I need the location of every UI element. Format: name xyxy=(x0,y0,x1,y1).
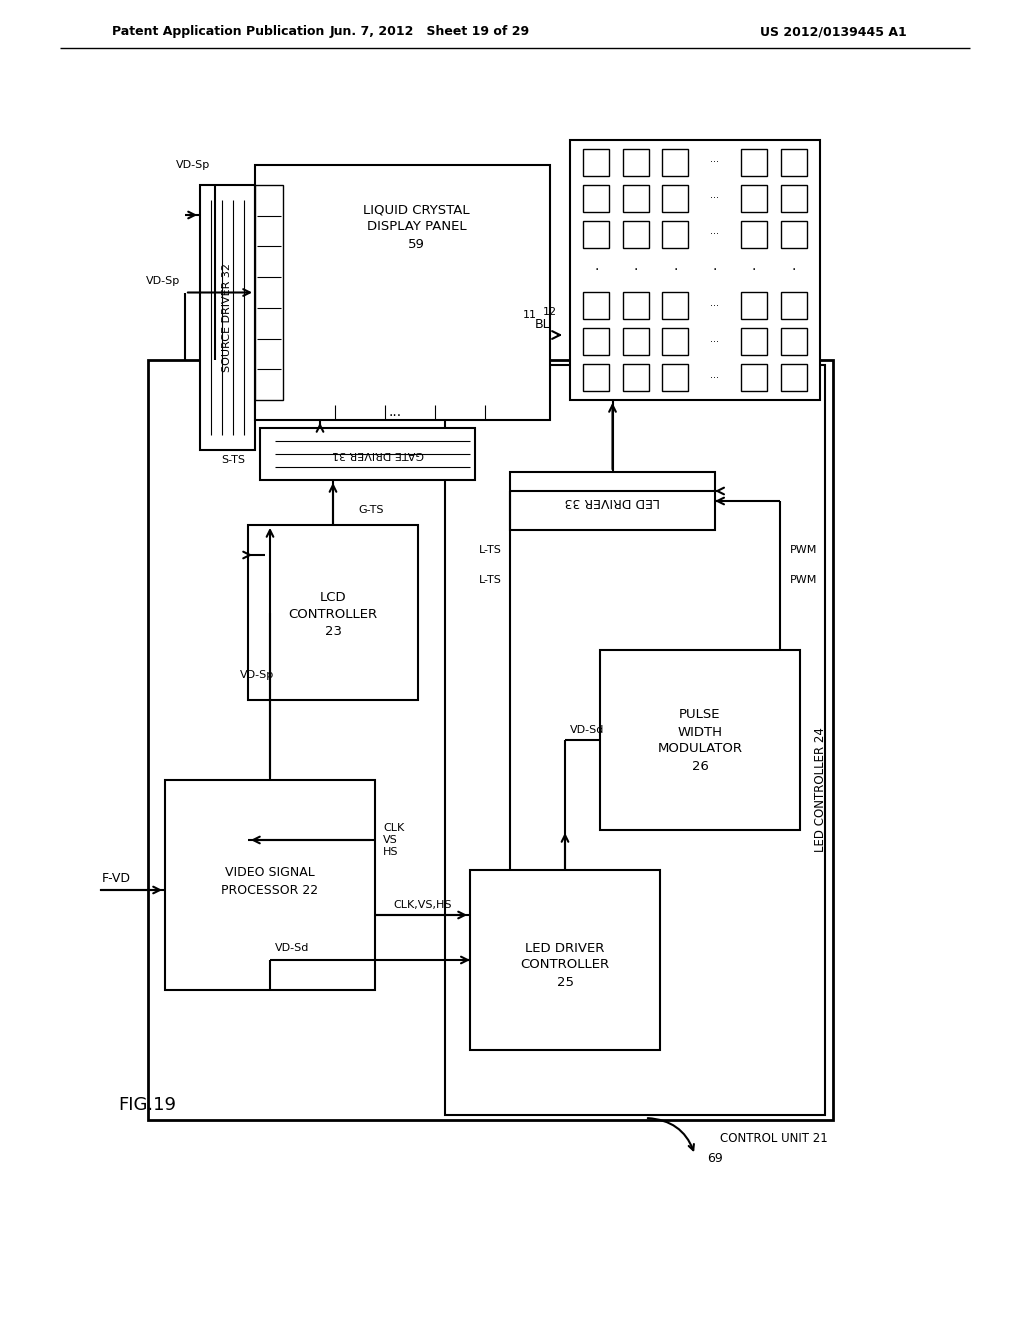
Bar xyxy=(584,220,609,248)
Text: CONTROL UNIT 21: CONTROL UNIT 21 xyxy=(720,1131,828,1144)
Text: Jun. 7, 2012   Sheet 19 of 29: Jun. 7, 2012 Sheet 19 of 29 xyxy=(330,25,530,38)
Text: 11: 11 xyxy=(523,310,537,319)
Bar xyxy=(248,525,418,700)
Bar xyxy=(470,870,660,1049)
Bar xyxy=(148,360,833,1119)
Text: S-TS: S-TS xyxy=(221,455,245,465)
Text: ·: · xyxy=(673,263,678,277)
Text: ···: ··· xyxy=(711,337,719,347)
Text: WIDTH: WIDTH xyxy=(678,726,723,738)
Text: 12: 12 xyxy=(543,308,557,317)
Bar xyxy=(445,366,825,1115)
Bar xyxy=(663,364,688,391)
Text: F-VD: F-VD xyxy=(102,871,131,884)
Text: GATE DRIVER 31: GATE DRIVER 31 xyxy=(332,449,424,459)
Text: 59: 59 xyxy=(408,238,425,251)
Bar xyxy=(741,292,767,319)
Bar xyxy=(623,149,649,176)
Bar xyxy=(584,185,609,211)
Text: ···: ··· xyxy=(711,193,719,203)
Text: ·: · xyxy=(792,263,796,277)
Bar xyxy=(663,292,688,319)
Text: ···: ··· xyxy=(711,301,719,312)
Bar xyxy=(780,364,807,391)
Text: PWM: PWM xyxy=(790,576,817,585)
Bar xyxy=(200,185,255,450)
Text: 69: 69 xyxy=(707,1151,723,1164)
Text: CONTROLLER: CONTROLLER xyxy=(520,958,609,972)
Text: ···: ··· xyxy=(711,230,719,239)
Text: ·: · xyxy=(634,263,638,277)
Text: ···: ··· xyxy=(711,372,719,383)
Bar xyxy=(255,165,550,420)
Text: LED DRIVER: LED DRIVER xyxy=(525,941,605,954)
Bar xyxy=(663,185,688,211)
Text: DISPLAY PANEL: DISPLAY PANEL xyxy=(367,220,466,234)
Bar xyxy=(260,428,475,480)
Text: 25: 25 xyxy=(556,975,573,989)
Bar xyxy=(510,473,715,531)
Text: ···: ··· xyxy=(711,157,719,168)
Bar xyxy=(584,149,609,176)
Text: LCD: LCD xyxy=(319,591,346,605)
Bar xyxy=(584,292,609,319)
Text: US 2012/0139445 A1: US 2012/0139445 A1 xyxy=(760,25,906,38)
Text: MODULATOR: MODULATOR xyxy=(657,742,742,755)
Text: ...: ... xyxy=(388,405,401,418)
Text: ·: · xyxy=(713,263,717,277)
Bar xyxy=(623,364,649,391)
Text: VD-Sd: VD-Sd xyxy=(570,725,604,735)
Text: VD-Sp: VD-Sp xyxy=(240,671,274,680)
Bar xyxy=(584,329,609,355)
Bar xyxy=(780,220,807,248)
Text: LED CONTROLLER 24: LED CONTROLLER 24 xyxy=(814,727,827,853)
Bar xyxy=(780,329,807,355)
Bar xyxy=(165,780,375,990)
Bar xyxy=(780,149,807,176)
Bar xyxy=(741,149,767,176)
Text: VD-Sp: VD-Sp xyxy=(176,160,210,170)
Text: BL: BL xyxy=(535,318,550,331)
Text: FIG.19: FIG.19 xyxy=(118,1096,176,1114)
Bar xyxy=(623,185,649,211)
Text: 26: 26 xyxy=(691,759,709,772)
Bar xyxy=(780,292,807,319)
Text: SOURCE DRIVER 32: SOURCE DRIVER 32 xyxy=(222,263,232,372)
Text: G-TS: G-TS xyxy=(358,506,384,515)
Bar xyxy=(600,649,800,830)
Text: Patent Application Publication: Patent Application Publication xyxy=(112,25,325,38)
Bar xyxy=(663,149,688,176)
Text: LED DRIVER 33: LED DRIVER 33 xyxy=(565,495,660,507)
Text: 23: 23 xyxy=(325,624,341,638)
Text: CLK,VS,HS: CLK,VS,HS xyxy=(393,900,452,909)
Text: ·: · xyxy=(594,263,599,277)
Text: VD-Sp: VD-Sp xyxy=(145,276,180,285)
Text: PROCESSOR 22: PROCESSOR 22 xyxy=(221,883,318,896)
Bar xyxy=(663,220,688,248)
Bar xyxy=(663,329,688,355)
Bar xyxy=(741,329,767,355)
Bar xyxy=(741,220,767,248)
Text: VS: VS xyxy=(383,836,397,845)
Bar xyxy=(584,364,609,391)
Text: CLK: CLK xyxy=(383,822,404,833)
Text: L-TS: L-TS xyxy=(479,545,502,554)
Bar xyxy=(570,140,820,400)
Text: HS: HS xyxy=(383,847,398,857)
Bar xyxy=(623,292,649,319)
Text: CONTROLLER: CONTROLLER xyxy=(289,609,378,620)
Bar xyxy=(741,364,767,391)
Text: ·: · xyxy=(752,263,757,277)
Bar xyxy=(741,185,767,211)
Text: VIDEO SIGNAL: VIDEO SIGNAL xyxy=(225,866,314,879)
Bar xyxy=(623,329,649,355)
Text: VD-Sd: VD-Sd xyxy=(275,942,309,953)
Text: LIQUID CRYSTAL: LIQUID CRYSTAL xyxy=(364,203,470,216)
Bar xyxy=(780,185,807,211)
Text: PWM: PWM xyxy=(790,545,817,554)
Text: PULSE: PULSE xyxy=(679,709,721,722)
Bar xyxy=(623,220,649,248)
Bar xyxy=(255,185,283,400)
Text: L-TS: L-TS xyxy=(479,576,502,585)
